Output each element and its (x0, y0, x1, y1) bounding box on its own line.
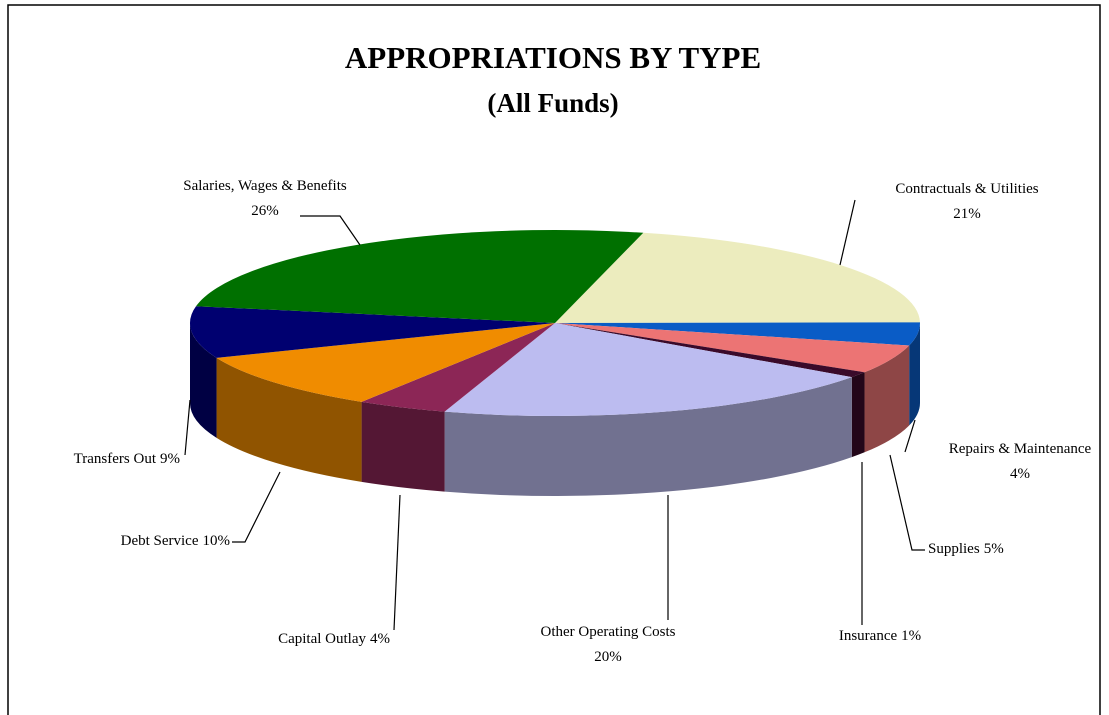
slice-side (864, 345, 910, 453)
slice-side (909, 323, 920, 426)
slice-label-name: Insurance (839, 628, 898, 644)
slice-label-name: Contractuals & Utilities (895, 181, 1038, 197)
leader-line (232, 471, 281, 543)
slice (555, 323, 910, 373)
slice-label-value: 26% (251, 203, 279, 219)
slice (216, 323, 556, 402)
slice-label-name: Debt Service (121, 533, 199, 549)
slice (195, 230, 644, 323)
slice (190, 306, 556, 358)
slice-label: Supplies 5% (928, 541, 1004, 557)
leader-line (904, 419, 916, 453)
slice-label-name: Repairs & Maintenance (949, 441, 1092, 457)
slice-label-value: 4% (370, 631, 390, 647)
slice-side (851, 372, 865, 458)
pie-sides (190, 323, 920, 497)
pie-tops (190, 230, 920, 417)
chart-title: APPROPRIATIONS BY TYPE (345, 40, 761, 75)
slice (555, 323, 865, 378)
slice-label-name: Salaries, Wages & Benefits (183, 178, 347, 194)
slice-label: Contractuals & Utilities 21% (895, 181, 1038, 222)
leader-line (184, 399, 191, 456)
leader-line (889, 454, 925, 551)
slice (361, 323, 555, 412)
chart-subtitle: (All Funds) (487, 88, 618, 118)
slice-label: Repairs & Maintenance 4% (949, 441, 1092, 482)
leader-line (839, 199, 856, 266)
slice-label-value: 9% (160, 451, 180, 467)
slice-label: Insurance 1% (839, 628, 921, 644)
slice (555, 232, 920, 323)
slice-label-value: 10% (203, 533, 231, 549)
slice-label: Transfers Out 9% (74, 451, 180, 467)
slice-label: Debt Service 10% (121, 533, 230, 549)
slice-side (444, 377, 852, 497)
slice (444, 323, 852, 417)
slice-label: Other Operating Costs 20% (541, 624, 676, 665)
leader-line (300, 215, 361, 246)
slice-label-name: Other Operating Costs (541, 624, 676, 640)
slice (555, 322, 920, 346)
slice-label-value: 20% (594, 649, 622, 665)
slice-side (190, 323, 217, 438)
slice-label-name: Transfers Out (74, 451, 157, 467)
leader-line (393, 494, 401, 631)
slice-side (361, 401, 445, 492)
slice-label-value: 21% (953, 206, 981, 222)
slice-label-value: 4% (1010, 466, 1030, 482)
slice-label-value: 1% (901, 628, 921, 644)
slice-label-name: Supplies (928, 541, 980, 557)
slice-label-value: 5% (984, 541, 1004, 557)
slice-side (216, 357, 362, 482)
slice-label-name: Capital Outlay (278, 631, 366, 647)
slice-label: Salaries, Wages & Benefits 26% (183, 178, 347, 219)
slice-label: Capital Outlay 4% (278, 631, 390, 647)
